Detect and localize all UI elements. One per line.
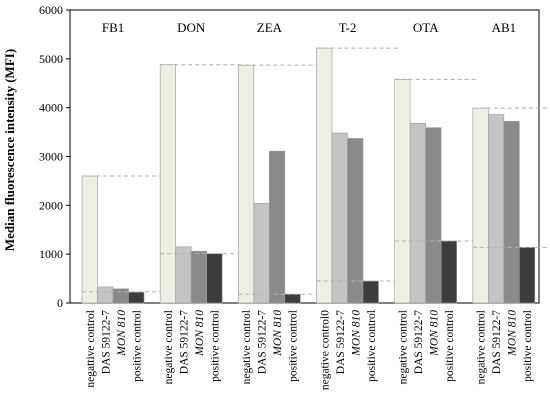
group-label: AB1 xyxy=(492,20,517,35)
y-tick-label: 1000 xyxy=(39,247,63,261)
category-tick-label: negative control xyxy=(241,310,253,384)
bar xyxy=(253,203,270,304)
category-tick-label: positive control xyxy=(444,310,456,382)
bar xyxy=(331,132,348,304)
category-tick-label: MON 810 xyxy=(350,310,362,357)
bar xyxy=(394,79,411,304)
category-tick-label: MON 810 xyxy=(116,310,128,357)
bar xyxy=(472,107,489,304)
category-tick-label: MON 810 xyxy=(272,310,284,357)
category-tick-label: positive control xyxy=(209,310,221,382)
bar xyxy=(347,138,364,304)
bar xyxy=(238,64,255,304)
y-tick-label: 5000 xyxy=(39,52,63,66)
category-tick-label: MON 810 xyxy=(428,310,440,357)
category-tick-label: positive control xyxy=(131,310,143,382)
group-label: DON xyxy=(177,20,206,35)
bar xyxy=(112,288,129,304)
category-tick-label: DAS 59122-7 xyxy=(335,310,347,374)
bar xyxy=(440,240,457,304)
y-tick-label: 6000 xyxy=(39,3,63,17)
y-tick-label: 2000 xyxy=(39,198,63,212)
bar xyxy=(206,253,223,304)
category-tick-label: positive control xyxy=(366,310,378,382)
category-tick-label: positive control xyxy=(522,310,534,382)
bar xyxy=(190,250,207,304)
category-tick-label: positive control xyxy=(288,310,300,382)
bar xyxy=(488,114,505,304)
group-label: ZEA xyxy=(257,20,283,35)
category-tick-label: negattive control xyxy=(85,310,97,388)
bar xyxy=(128,291,145,304)
category-tick-label: negative control xyxy=(476,310,488,384)
bar xyxy=(269,150,286,304)
bar xyxy=(81,175,98,304)
bar xyxy=(519,247,536,304)
category-tick-label: DAS 59122-7 xyxy=(413,310,425,374)
bar xyxy=(316,47,333,304)
bar xyxy=(409,122,426,304)
bar xyxy=(425,127,442,304)
category-tick-label: negative control xyxy=(163,310,175,384)
bar xyxy=(97,286,114,304)
bar xyxy=(159,64,176,304)
category-tick-label: negative control0 xyxy=(319,310,331,390)
category-tick-label: MON 810 xyxy=(507,310,519,357)
category-tick-label: DAS 59122-7 xyxy=(100,310,112,374)
category-tick-label: negative control xyxy=(397,310,409,384)
y-axis-label: Median fluorescence intensity (MFI) xyxy=(2,49,17,251)
group-label: OTA xyxy=(413,20,439,35)
bar xyxy=(503,121,520,304)
bar xyxy=(284,293,301,304)
group-label: FB1 xyxy=(102,20,124,35)
plot-frame xyxy=(69,9,540,304)
category-tick-label: MON 810 xyxy=(194,310,206,357)
category-tick-label: DAS 59122-7 xyxy=(257,310,269,374)
y-tick-label: 3000 xyxy=(39,150,63,164)
category-tick-label: DAS 59122-7 xyxy=(491,310,503,374)
y-tick-label: 0 xyxy=(57,296,63,310)
bar xyxy=(175,246,192,304)
group-label: T-2 xyxy=(339,20,357,35)
bar xyxy=(362,280,379,304)
plot-area: 0 1000 2000 3000 4000 5000 6000 FB1 negattive co… xyxy=(39,3,550,390)
y-tick-label: 4000 xyxy=(39,101,63,115)
category-tick-label: DAS 59122-7 xyxy=(178,310,190,374)
